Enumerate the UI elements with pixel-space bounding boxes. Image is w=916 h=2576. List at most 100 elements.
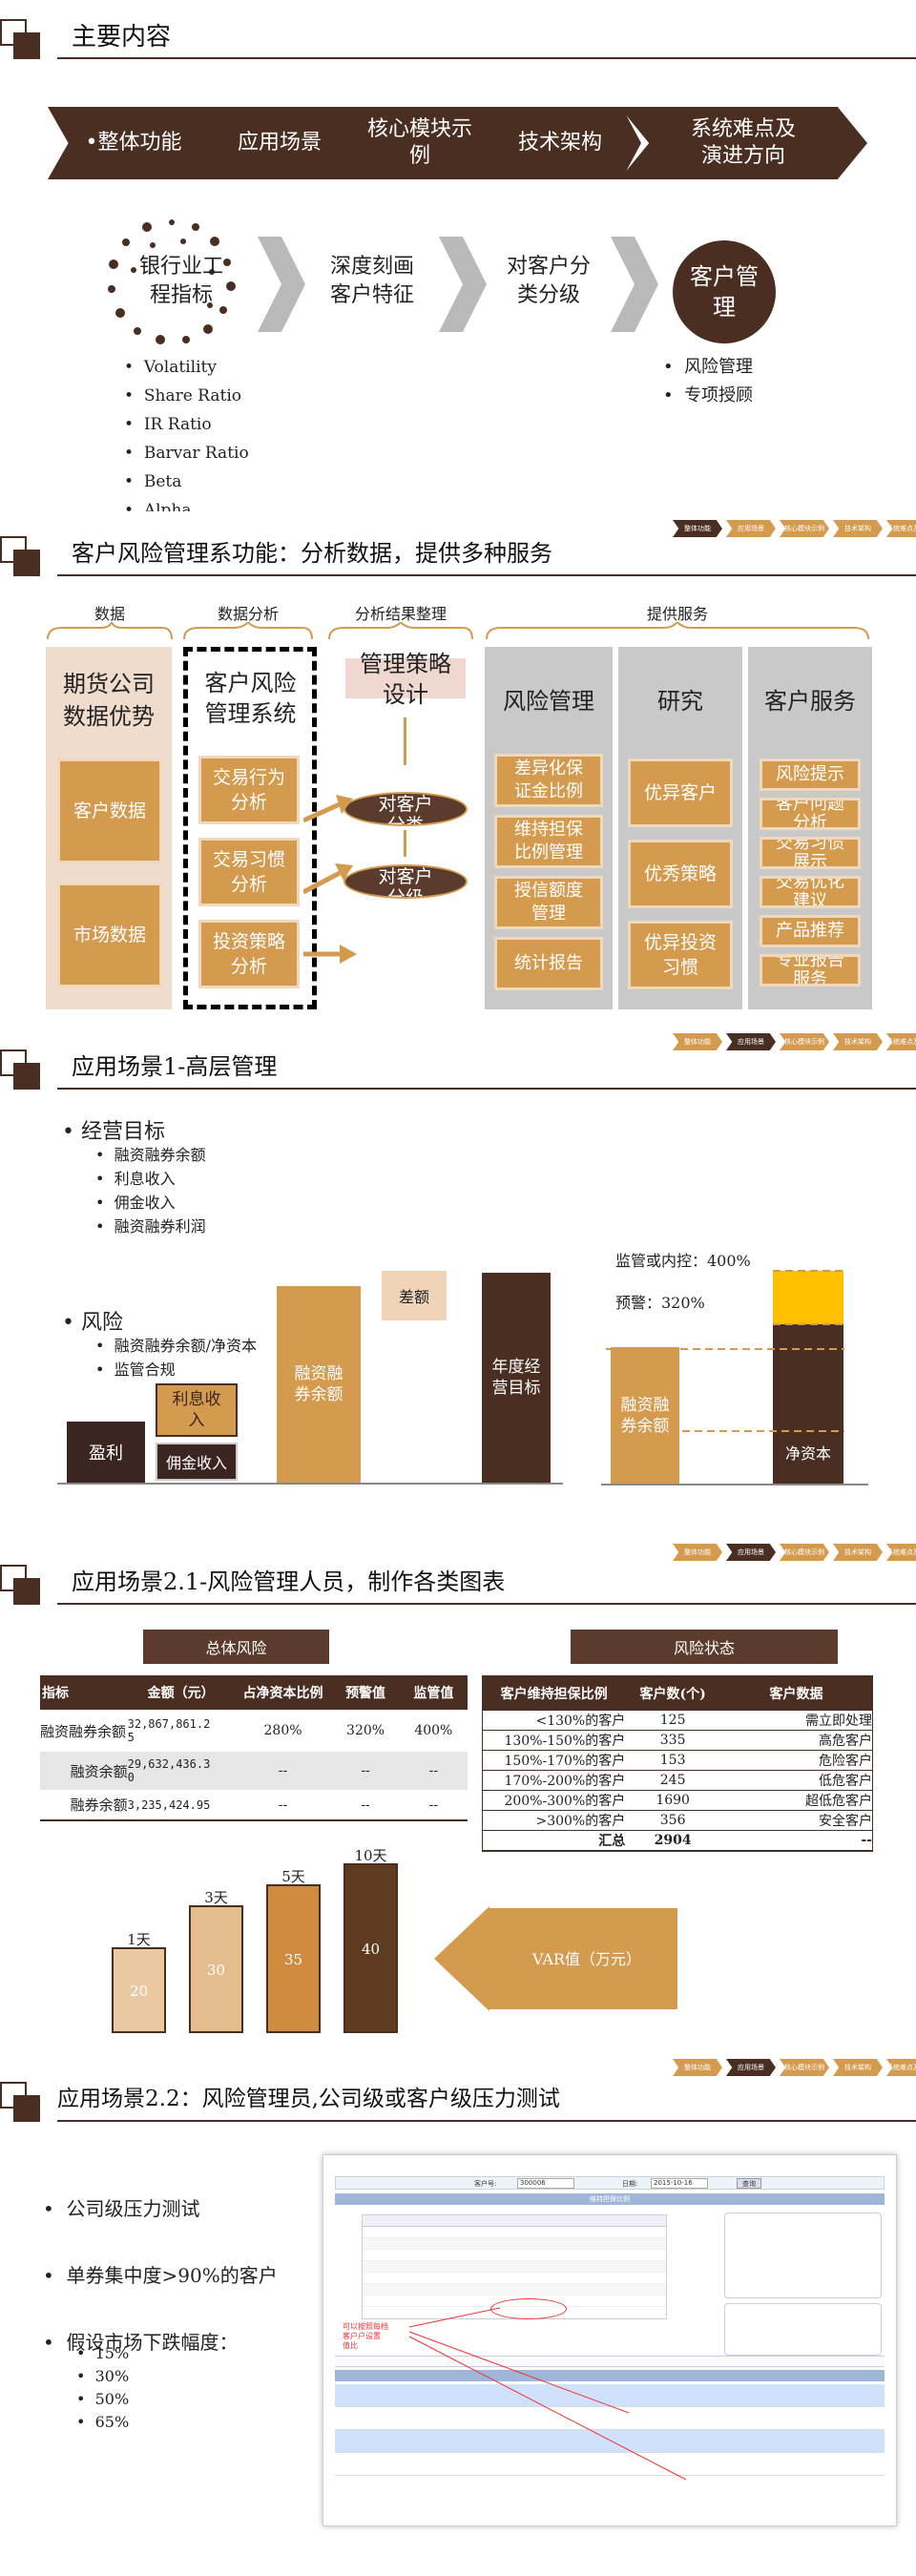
header-analysis: 数据分析 — [217, 605, 279, 623]
header-data: 数据 — [94, 605, 125, 623]
bar-target: 年度经 营目标 — [482, 1273, 551, 1483]
goal-list: • 融资融券余额 • 利息收入 • 佣金收入 • 融资融券利润 — [95, 1143, 206, 1238]
goal-heading: • 经营目标 — [62, 1120, 165, 1144]
screenshot-grid-header — [335, 2370, 885, 2381]
screenshot-note: 可以按照每档 客户户设置 值比 — [343, 2322, 388, 2350]
table-cell: 153 — [659, 1752, 686, 1768]
nav-item[interactable]: 核心模块示例 — [780, 1544, 829, 1561]
table-cell: <130%的客户 — [535, 1713, 626, 1729]
nav-item[interactable]: 技术架构 — [833, 1033, 883, 1050]
table-cell: 超低危客户 — [805, 1793, 872, 1809]
screenshot-title: 维持担保比例 — [335, 2193, 885, 2205]
risk-status-tab[interactable]: 风险状态 — [571, 1630, 838, 1664]
nav-item[interactable]: 应用场景 — [726, 520, 776, 537]
data-column-title: 期货公司 数据优势 — [63, 671, 155, 730]
date-label: 日期: — [622, 2180, 638, 2188]
nav-item[interactable]: 整体功能 — [673, 2059, 722, 2076]
var-arrow-icon — [434, 1906, 677, 2011]
header-results: 分析结果整理 — [354, 605, 447, 623]
card-stats-report: 统计报告 — [494, 937, 603, 990]
table-row: 150%-170%的客户 153 危险客户 — [482, 1750, 873, 1770]
date-input[interactable]: 2015-10-16 — [651, 2178, 708, 2189]
list-item: • 佣金收入 — [95, 1194, 176, 1212]
screenshot-table — [362, 2214, 667, 2319]
baseline — [601, 1484, 868, 1485]
strategy-bg — [345, 658, 466, 698]
bar-net-capital — [773, 1324, 843, 1485]
customer-id-input[interactable]: 300006 — [517, 2178, 574, 2189]
card-pro-report: 专业报告 服务 — [760, 954, 861, 987]
nav-item[interactable]: 整体功能 — [673, 1544, 722, 1561]
screenshot-slider-row[interactable] — [335, 2356, 885, 2367]
list-item: • 公司级压力测试 — [43, 2197, 200, 2220]
arrow-icons — [303, 795, 357, 964]
table-cell: -- — [361, 1763, 370, 1778]
chevron-difficulties[interactable]: 系统难点及 演进方向 — [619, 107, 867, 179]
list-item: • 监管合规 — [95, 1361, 176, 1379]
chevron-scenarios[interactable]: 应用场景 — [198, 107, 361, 179]
risk-heading: • 风险 — [62, 1311, 123, 1335]
chevron-overall[interactable]: •整体功能 — [48, 107, 219, 179]
overall-risk-tab[interactable]: 总体风险 — [143, 1630, 329, 1664]
table-row: <130%的客户 125 需立即处理 — [482, 1711, 873, 1730]
nav-item[interactable]: 技术架构 — [833, 520, 883, 537]
query-button[interactable]: 查询 — [737, 2178, 761, 2189]
chevron-right-icon — [439, 237, 487, 332]
card-diff-margin: 差异化保 证金比例 — [494, 754, 603, 807]
card-maintain-ratio: 维持担保 比例管理 — [494, 815, 603, 868]
nav-item[interactable]: 技术架构 — [833, 2059, 883, 2076]
net-capital-label: 净资本 — [784, 1444, 831, 1463]
table-cell: 融资余额 — [70, 1762, 128, 1780]
nav-item[interactable]: 核心模块示例 — [780, 1033, 829, 1050]
nav-item[interactable]: 核心模块示例 — [780, 2059, 829, 2076]
brace-lines — [47, 622, 869, 640]
section-title: 应用场景2.2：风险管理员,公司级或客户级压力测试 — [57, 2087, 560, 2111]
nav-item[interactable]: 核心模块示例 — [780, 520, 829, 537]
var-label: VAR值（万元） — [531, 1950, 642, 1968]
table-cell: -- — [428, 1797, 439, 1813]
metric-list: • Volatility • Share Ratio • IR Ratio • … — [124, 353, 315, 511]
chevron-tech-arch[interactable]: 技术架构 — [479, 107, 641, 179]
table-cell: 125 — [659, 1712, 686, 1728]
table-cell: -- — [278, 1797, 288, 1813]
baseline — [57, 1483, 563, 1485]
nav-item[interactable]: 应用场景 — [726, 1033, 776, 1050]
table-header-row: 客户维持担保比例 客户数(个) 客户数据 — [482, 1675, 873, 1711]
list-item: • 融资融券余额/净资本 — [95, 1337, 258, 1355]
service-cs-title: 客户服务 — [764, 688, 856, 715]
screenshot-side-panel — [724, 2303, 882, 2356]
list-item: • 专项授顾 — [663, 385, 754, 405]
nav-item[interactable]: 技术架构 — [833, 1544, 883, 1561]
bar-balance: 融资融 券余额 — [277, 1286, 361, 1483]
list-item: • Alpha — [124, 501, 192, 511]
card-credit-limit: 授信额度 管理 — [494, 876, 603, 929]
table-row: 200%-300%的客户 1690 超低危客户 — [482, 1790, 873, 1810]
nav-item[interactable]: 整体功能 — [673, 1033, 722, 1050]
stress-list: • 公司级压力测试 • 单券集中度>90%的客户 • 假设市场下跌幅度： — [43, 2175, 278, 2376]
service-list: • 风险管理 • 专项授顾 — [663, 353, 854, 410]
var-bar-category: 10天 — [354, 1847, 386, 1864]
table-cell: -- — [361, 1797, 370, 1813]
customer-id-label: 客户号: — [474, 2180, 497, 2188]
nav-item[interactable]: 整体功能 — [673, 520, 722, 537]
var-bar-value: 35 — [284, 1951, 302, 1968]
table-cell: 200%-300%的客户 — [504, 1793, 626, 1809]
var-bar-chart: 20 1天 30 3天 35 5天 40 10天 — [112, 1847, 398, 2033]
table-cell: 汇总 — [598, 1833, 626, 1849]
list-item: • 单券集中度>90%的客户 — [43, 2264, 278, 2287]
nav-item[interactable]: 应用场景 — [726, 1544, 776, 1561]
chevron-core-modules[interactable]: 核心模块示 例 — [339, 107, 501, 179]
table-row: 融券余额 3,235,424.95 -- -- -- — [40, 1790, 468, 1820]
bar-right-balance: 融资融 券余额 — [611, 1347, 679, 1485]
bar-interest: 利息收 入 — [156, 1383, 238, 1437]
table-row: 170%-200%的客户 245 低危客户 — [482, 1770, 873, 1790]
var-bar — [112, 1947, 166, 2033]
section-header: 应用场景2.2：风险管理员,公司级或客户级压力测试 — [0, 2072, 916, 2129]
col-header: 金额（元） — [147, 1686, 215, 1701]
nav-item[interactable]: 应用场景 — [726, 2059, 776, 2076]
risk-list: • 融资融券余额/净资本 • 监管合规 — [95, 1334, 257, 1381]
